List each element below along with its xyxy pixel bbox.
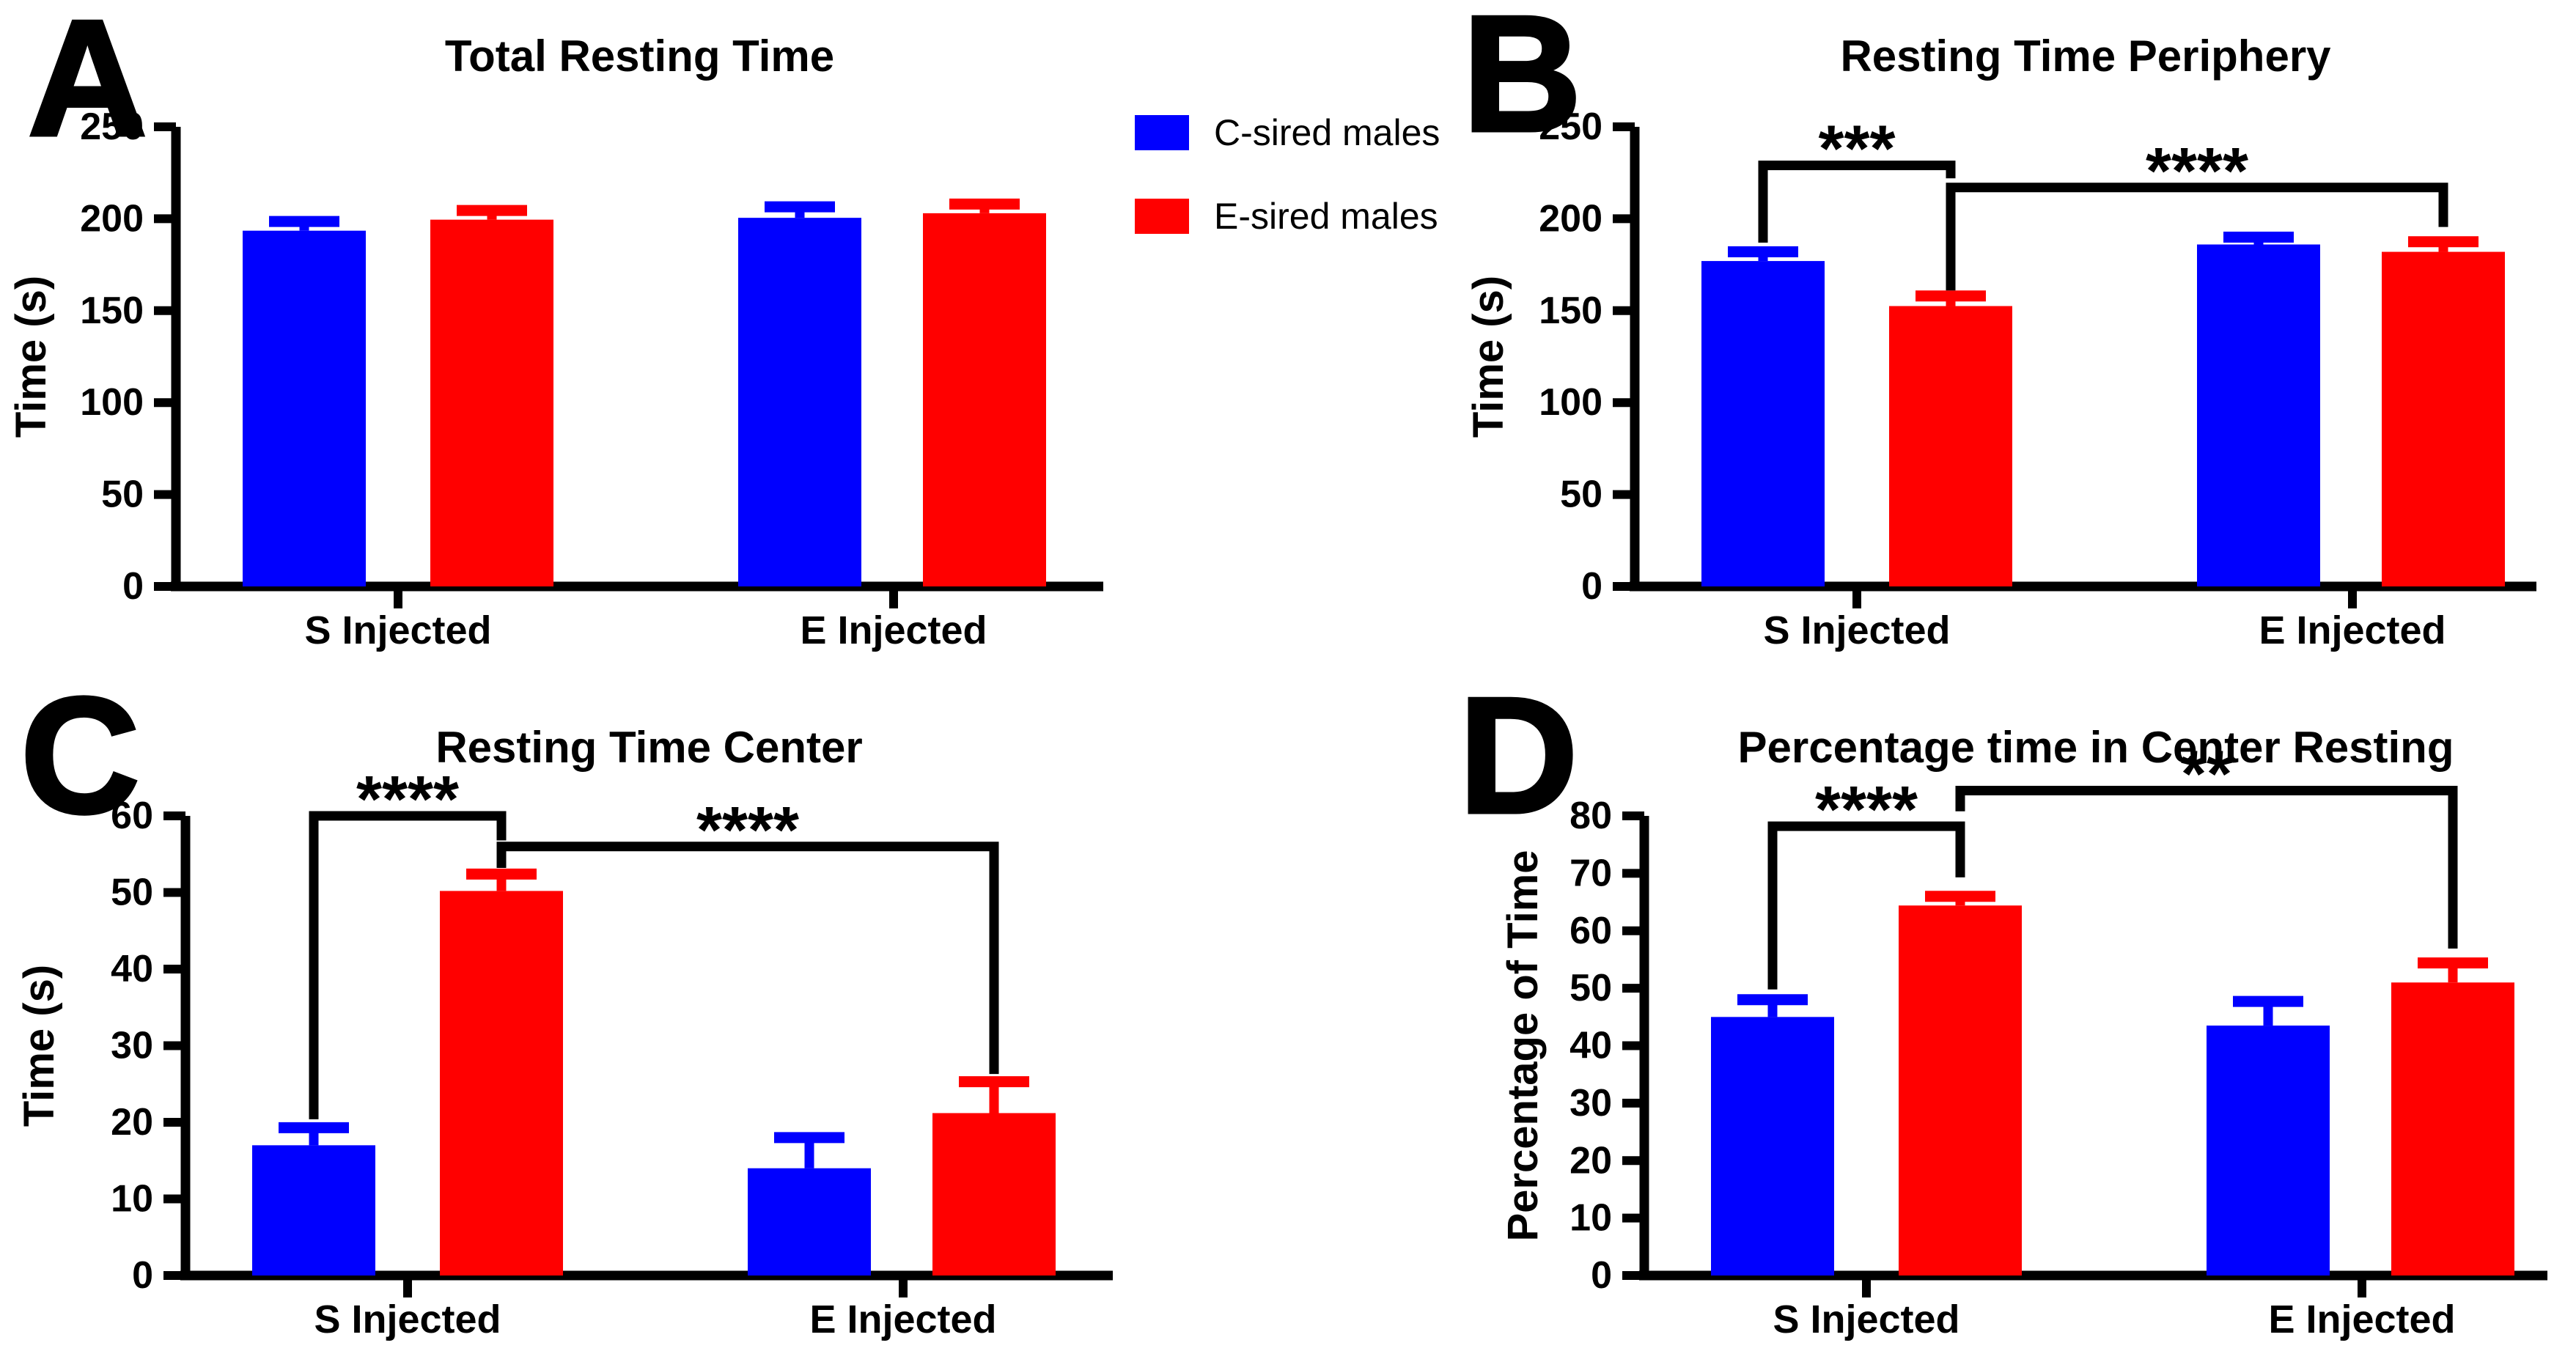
bar-s-injected-red (430, 219, 553, 586)
y-tick-label: 250 (1539, 106, 1602, 148)
significance-bracket (1767, 821, 1965, 990)
x-category-label: S Injected (1773, 1297, 1959, 1341)
y-tick-label: 0 (1591, 1254, 1612, 1297)
y-axis-label: Percentage of Time (1499, 850, 1547, 1241)
y-tick-label: 40 (1569, 1025, 1612, 1067)
x-category-label: E Injected (809, 1297, 996, 1341)
bar-e-injected-red (932, 1113, 1056, 1275)
chart-resting-time-center: Resting Time Center Time (s) 0 10 20 30 40 50 60… (15, 723, 1113, 1341)
y-tick-label: 70 (1569, 852, 1612, 894)
significance-bracket (1758, 161, 1956, 243)
y-tick-label: 60 (111, 795, 153, 837)
y-tick-label: 50 (111, 872, 153, 914)
legend-item-e-sired: E-sired males (1135, 195, 1440, 238)
panel-letter-d: D (1457, 663, 1580, 847)
x-category-label: S Injected (314, 1297, 501, 1341)
bar-s-injected-blue (1711, 1017, 1834, 1275)
y-tick-label: 50 (1569, 967, 1612, 1009)
y-tick-label: 250 (80, 106, 144, 148)
legend-swatch-c-sired-icon (1135, 115, 1189, 150)
chart-title: Percentage time in Center Resting (1738, 723, 2454, 772)
y-tick-label: 40 (111, 948, 153, 990)
bar-e-injected-red (2382, 251, 2505, 586)
y-tick-label: 30 (111, 1025, 153, 1067)
significance-label: ** (2181, 738, 2232, 811)
y-tick-label: 60 (1569, 910, 1612, 952)
y-tick-label: 10 (111, 1178, 153, 1221)
panel-letter-c: C (19, 663, 141, 847)
chart-title: Resting Time Periphery (1840, 32, 2331, 81)
significance-label: **** (1815, 773, 1918, 847)
legend-label-c-sired: C-sired males (1214, 112, 1440, 153)
panel-letter-b: B (1461, 0, 1583, 166)
x-category-label: S Injected (1763, 608, 1950, 652)
significance-label: **** (356, 763, 459, 836)
bar-e-injected-blue (748, 1168, 871, 1275)
bar-s-injected-blue (243, 230, 366, 586)
y-tick-label: 0 (1581, 565, 1602, 608)
chart-title: Resting Time Center (435, 723, 862, 772)
significance-bracket (496, 842, 999, 1075)
legend: C-sired males E-sired males (1135, 111, 1440, 238)
y-tick-label: 80 (1569, 795, 1612, 837)
legend-swatch-e-sired-icon (1135, 199, 1189, 234)
y-tick-label: 150 (1539, 290, 1602, 332)
bar-e-injected-red (923, 213, 1046, 586)
significance-bracket (1955, 786, 2458, 949)
bar-e-injected-blue (2197, 244, 2320, 586)
x-category-label: E Injected (800, 608, 987, 652)
y-tick-label: 0 (132, 1254, 153, 1297)
chart-percentage-time-center-resting: Percentage time in Center Resting Percent… (1499, 723, 2547, 1341)
y-axis-label: Time (s) (15, 965, 63, 1127)
chart-resting-time-periphery: Resting Time Periphery Time (s) 0 50 100 150 2… (1465, 32, 2536, 652)
x-category-label: E Injected (2259, 608, 2446, 652)
bar-e-injected-red (2391, 982, 2514, 1275)
significance-label: **** (2146, 135, 2248, 208)
significance-bracket (309, 811, 507, 1119)
x-category-label: E Injected (2268, 1297, 2455, 1341)
y-tick-label: 200 (1539, 197, 1602, 240)
significance-bracket (1946, 183, 2448, 291)
y-tick-label: 20 (111, 1101, 153, 1144)
bar-e-injected-blue (738, 218, 861, 586)
bar-s-injected-blue (1701, 261, 1825, 586)
chart-title: Total Resting Time (445, 32, 834, 81)
panel-letter-a: A (26, 0, 149, 170)
significance-label: *** (1818, 113, 1895, 186)
legend-item-c-sired: C-sired males (1135, 111, 1440, 154)
y-tick-label: 100 (1539, 381, 1602, 424)
y-tick-label: 100 (80, 381, 144, 424)
significance-label: **** (696, 794, 799, 867)
y-tick-label: 150 (80, 290, 144, 332)
y-axis-label: Time (s) (1465, 276, 1512, 438)
bar-s-injected-red (1889, 306, 2012, 586)
y-tick-label: 50 (101, 474, 144, 516)
y-tick-label: 50 (1560, 474, 1602, 516)
y-tick-label: 20 (1569, 1139, 1612, 1182)
bar-s-injected-red (440, 891, 563, 1275)
y-tick-label: 10 (1569, 1197, 1612, 1240)
bar-s-injected-blue (252, 1145, 375, 1275)
y-tick-label: 30 (1569, 1082, 1612, 1124)
bar-e-injected-blue (2207, 1026, 2330, 1275)
bar-s-injected-red (1899, 905, 2022, 1275)
x-category-label: S Injected (304, 608, 491, 652)
legend-label-e-sired: E-sired males (1214, 196, 1438, 237)
y-axis-label: Time (s) (7, 276, 55, 438)
chart-total-resting-time: Total Resting Time Time (s) 0 50 100 150 200 25… (7, 32, 1103, 652)
y-tick-label: 200 (80, 197, 144, 240)
y-tick-label: 0 (122, 565, 144, 608)
